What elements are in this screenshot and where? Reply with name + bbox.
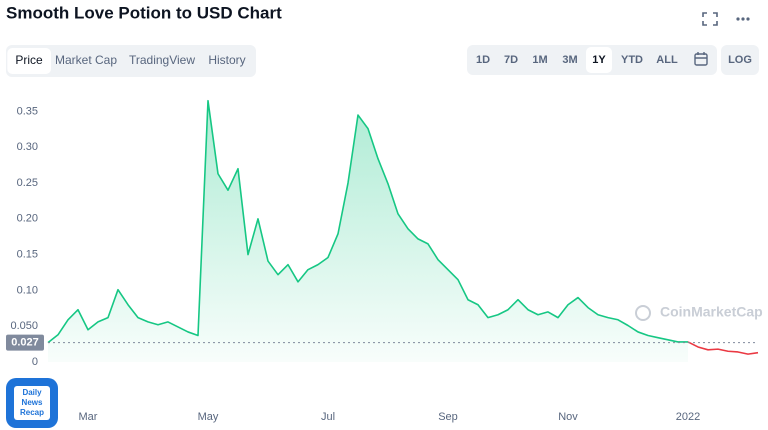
x-tick-label: May [198, 411, 219, 423]
range-button[interactable]: 1D [476, 54, 490, 66]
y-tick-label: 0.30 [17, 141, 38, 153]
price-line [47, 99, 688, 344]
current-price-label: 0.027 [11, 337, 39, 349]
tab-group [6, 45, 256, 77]
y-tick-label: 0.20 [17, 213, 38, 225]
watermark: CoinMarketCap [660, 304, 763, 320]
x-tick-label: Jul [321, 411, 335, 423]
badge-text: Daily [22, 388, 42, 397]
tab-selected [7, 48, 51, 74]
chart-title: Smooth Love Potion to USD Chart [6, 3, 282, 22]
y-tick-label: 0.15 [17, 249, 38, 261]
badge-text: Recap [20, 408, 44, 417]
x-tick-label: 2022 [676, 411, 700, 423]
range-button[interactable]: ALL [656, 54, 678, 66]
y-tick-label: 0.25 [17, 177, 38, 189]
watermark-logo [635, 305, 651, 321]
x-tick-label: Sep [438, 411, 458, 423]
range-selected [586, 47, 612, 73]
current-price-box [6, 334, 44, 351]
range-button[interactable]: 7D [504, 54, 518, 66]
y-tick-label: 0 [32, 356, 38, 368]
tab[interactable]: Price [15, 53, 43, 67]
calendar-icon[interactable] [694, 52, 708, 66]
tab[interactable]: Market Cap [55, 53, 117, 67]
tab[interactable]: History [208, 53, 245, 67]
area [48, 100, 688, 362]
range-button[interactable]: 1M [532, 54, 547, 66]
y-tick-label: 0.10 [17, 284, 38, 296]
x-tick-label: Nov [558, 411, 578, 423]
range-button[interactable]: 1Y [592, 54, 606, 66]
range-button[interactable]: YTD [621, 54, 643, 66]
y-tick-label: 0.050 [10, 320, 38, 332]
tab[interactable]: TradingView [129, 53, 195, 67]
fullscreen-icon[interactable] [702, 12, 718, 26]
range-button[interactable]: 3M [562, 54, 577, 66]
badge-text: News [22, 398, 43, 407]
log-group [721, 45, 759, 75]
price-line [687, 341, 759, 355]
log-button[interactable]: LOG [728, 54, 752, 66]
more-icon[interactable] [736, 17, 750, 21]
y-tick-label: 0.35 [17, 105, 38, 117]
badge [6, 378, 58, 428]
x-tick-label: Mar [79, 411, 98, 423]
